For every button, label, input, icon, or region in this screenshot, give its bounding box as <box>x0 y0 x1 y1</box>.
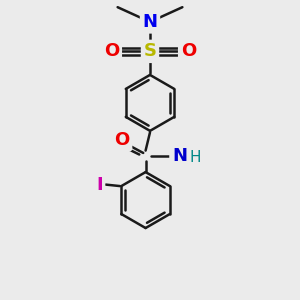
Text: O: O <box>114 131 130 149</box>
Text: S: S <box>143 42 157 60</box>
Text: I: I <box>96 176 103 194</box>
Text: H: H <box>190 150 201 165</box>
Text: N: N <box>172 147 187 165</box>
Text: N: N <box>142 13 158 31</box>
Text: O: O <box>181 42 196 60</box>
Text: O: O <box>104 42 119 60</box>
